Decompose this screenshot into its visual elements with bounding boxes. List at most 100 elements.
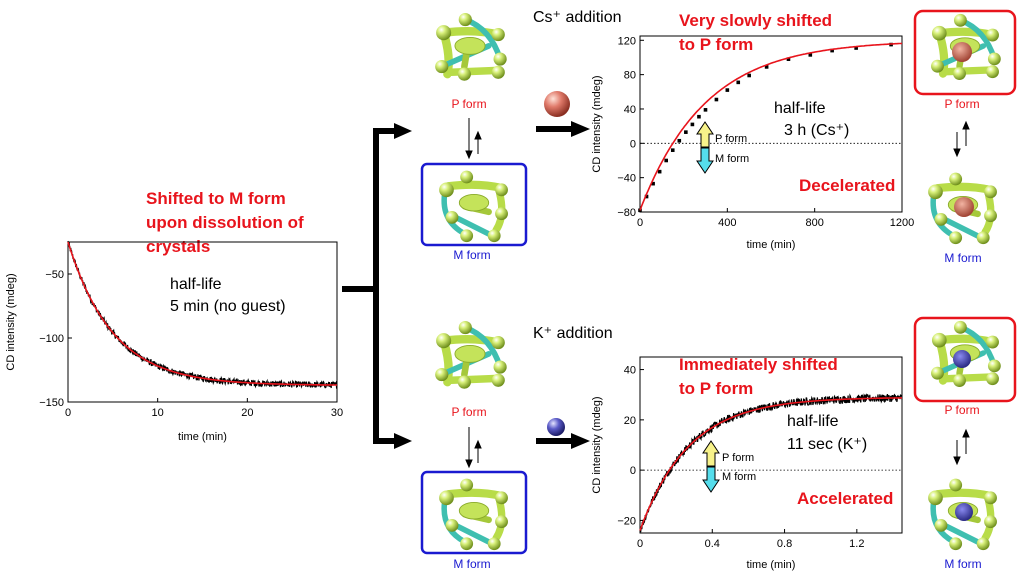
x-axis-label: time (min) <box>178 431 227 443</box>
data-trace <box>639 393 903 533</box>
fit-curve <box>639 42 903 211</box>
data-point <box>670 148 675 152</box>
cs-halflife-value: 3 h (Cs⁺) <box>784 122 849 139</box>
k-ion-icon <box>547 418 565 436</box>
cs-result-m-ion-icon <box>954 197 974 217</box>
k-pm-arrow-icon <box>702 440 720 493</box>
cs-result-p-label: P form <box>944 97 979 111</box>
y-tick-label: −40 <box>617 173 636 185</box>
plot-frame <box>639 35 903 213</box>
y-tick-label: 40 <box>624 365 636 377</box>
k-p-form-label: P form <box>451 405 486 419</box>
cs-result-p-ion-icon <box>952 42 972 62</box>
k-arrow-m-label: M form <box>722 471 756 483</box>
y-tick-label: −20 <box>617 515 636 527</box>
y-tick-label: 40 <box>624 104 636 116</box>
k-halflife-label: half-life <box>787 413 839 430</box>
k-m-form-label: M form <box>453 557 490 571</box>
branch-upper-arrowhead <box>394 123 412 139</box>
cs-reaction-arrow <box>536 121 590 137</box>
data-point <box>786 57 791 61</box>
y-tick-label: 0 <box>630 138 636 150</box>
data-point <box>651 181 655 186</box>
data-point <box>684 130 688 134</box>
k-m-form-cage-icon <box>439 479 508 551</box>
cs-m-form-label: M form <box>453 248 490 262</box>
data-trace <box>67 240 338 389</box>
y-tick-label: 0 <box>630 465 636 477</box>
data-point <box>690 122 695 127</box>
k-p-form-cage-icon <box>435 321 507 389</box>
data-point <box>703 108 708 112</box>
data-point <box>657 169 662 174</box>
data-point <box>644 194 649 199</box>
cs-effect-label: Decelerated <box>799 176 895 195</box>
cs-heading-line-1: Very slowly shifted <box>679 11 832 30</box>
k-result-m-ion-icon <box>955 503 973 521</box>
cs-equilibrium-arrows-icon <box>465 118 482 160</box>
cs-p-form-cage-icon <box>435 13 507 81</box>
left-halflife-label: half-life <box>170 276 222 293</box>
x-tick-label: 0 <box>637 217 643 229</box>
y-tick-label: −150 <box>39 397 64 409</box>
fit-curve <box>639 397 903 531</box>
cs-m-form-cage-icon <box>439 171 508 243</box>
y-tick-label: −50 <box>45 269 64 281</box>
data-point <box>664 158 668 163</box>
data-point <box>714 97 719 102</box>
left-heading-line-1: Shifted to M form <box>146 189 286 208</box>
data-point <box>808 53 813 57</box>
x-tick-label: 800 <box>805 217 823 229</box>
data-point <box>747 73 751 78</box>
cs-halflife-label: half-life <box>774 100 826 117</box>
y-axis-label: CD intensity (mdeg) <box>591 75 603 172</box>
k-result-p-label: P form <box>944 403 979 417</box>
data-point <box>854 46 858 50</box>
cs-pm-arrow-icon <box>696 121 714 174</box>
k-halflife-value: 11 sec (K⁺) <box>787 436 867 453</box>
x-tick-label: 10 <box>152 407 164 419</box>
chart-no-guest: 0 10 20 30 −150 −100 −50 time (min) CD intensity… <box>5 240 343 443</box>
left-heading-line-3: crystals <box>146 237 210 256</box>
k-m-form-box <box>420 470 528 555</box>
k-addition-label: K⁺ addition <box>533 325 613 342</box>
y-tick-label: 20 <box>624 415 636 427</box>
x-axis-label: time (min) <box>747 239 796 251</box>
y-tick-label: −100 <box>39 333 64 345</box>
left-heading-line-2: upon dissolution of <box>146 213 304 232</box>
x-tick-label: 0 <box>637 538 643 550</box>
x-tick-label: 0 <box>65 407 71 419</box>
y-tick-label: 120 <box>618 35 636 47</box>
k-result-p-box <box>913 316 1017 403</box>
cs-arrow-p-label: P form <box>715 133 747 145</box>
cs-addition-label: Cs⁺ addition <box>533 9 622 26</box>
data-point <box>677 138 682 143</box>
cs-heading-line-2: to P form <box>679 35 753 54</box>
k-heading-line-1: Immediately shifted <box>679 355 838 374</box>
cs-p-form-label: P form <box>451 97 486 111</box>
k-reaction-arrow <box>536 433 590 449</box>
data-point <box>697 114 701 119</box>
y-axis-label: CD intensity (mdeg) <box>591 396 603 493</box>
fit-curve <box>67 241 337 386</box>
k-arrow-p-label: P form <box>722 452 754 464</box>
chart-cs: 0 400 800 1200 −80 −40 0 40 80 120 time (min) CD in… <box>591 35 914 251</box>
cs-result-equilibrium-icon <box>953 120 970 158</box>
k-result-p-ion-icon <box>953 350 971 368</box>
k-equilibrium-arrows-icon <box>465 427 482 469</box>
k-result-equilibrium-icon <box>953 428 970 466</box>
plot-frame <box>67 241 338 403</box>
k-heading-line-2: to P form <box>679 379 753 398</box>
k-result-m-label: M form <box>944 557 981 571</box>
cs-arrow-m-label: M form <box>715 153 749 165</box>
x-tick-label: 30 <box>331 407 343 419</box>
plot-frame <box>639 356 903 534</box>
cs-result-p-box <box>913 9 1017 96</box>
cs-ion-icon <box>544 91 570 117</box>
x-axis-label: time (min) <box>747 559 796 571</box>
data-point <box>764 65 769 69</box>
data-point <box>736 80 741 85</box>
y-tick-label: 80 <box>624 70 636 82</box>
x-tick-label: 0.8 <box>777 538 792 550</box>
